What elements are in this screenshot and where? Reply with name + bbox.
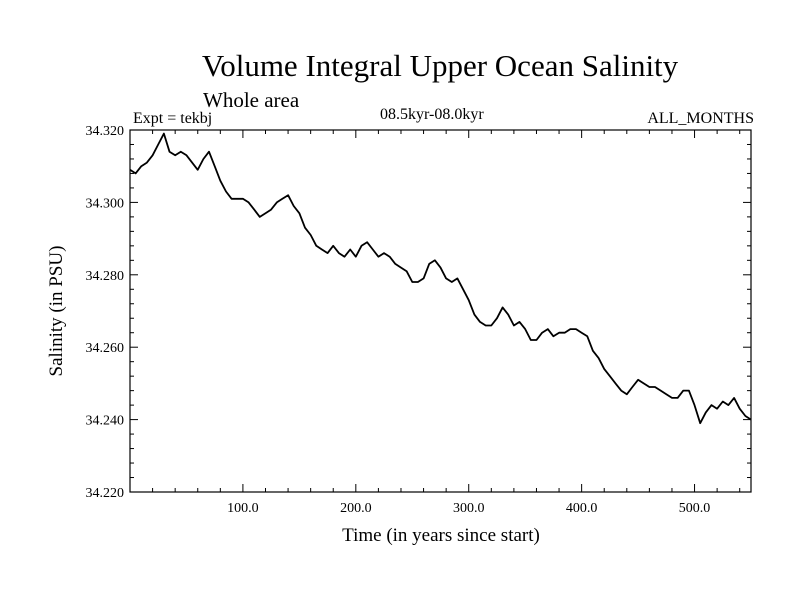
- experiment-label: Expt = tekbj: [133, 110, 213, 127]
- y-tick-label: 34.240: [86, 414, 125, 429]
- y-tick-label: 34.260: [86, 341, 125, 356]
- chart-title: Volume Integral Upper Ocean Salinity: [201, 48, 679, 83]
- y-axis-label: Salinity (in PSU): [46, 246, 67, 377]
- y-tick-label: 34.300: [86, 196, 125, 211]
- chart-subtitle: Whole area: [203, 88, 300, 112]
- plot-frame: [129, 129, 752, 493]
- x-tick-label: 400.0: [566, 501, 598, 516]
- x-tick-label: 300.0: [453, 501, 485, 516]
- axis-ticks: [130, 130, 751, 492]
- y-tick-label: 34.280: [86, 269, 125, 284]
- y-tick-label: 34.220: [86, 486, 125, 501]
- months-label: ALL_MONTHS: [647, 110, 754, 127]
- time-range-label: 08.5kyr-08.0kyr: [380, 106, 484, 123]
- y-tick-label: 34.320: [86, 124, 125, 139]
- x-tick-label: 200.0: [340, 501, 372, 516]
- axis-tick-labels: 100.0 200.0 300.0 400.0 500.0 34.220 34.240 34.…: [86, 124, 711, 516]
- x-tick-label: 100.0: [227, 501, 259, 516]
- x-tick-label: 500.0: [679, 501, 711, 516]
- salinity-series-line: [129, 132, 752, 425]
- x-axis-label: Time (in years since start): [342, 525, 540, 546]
